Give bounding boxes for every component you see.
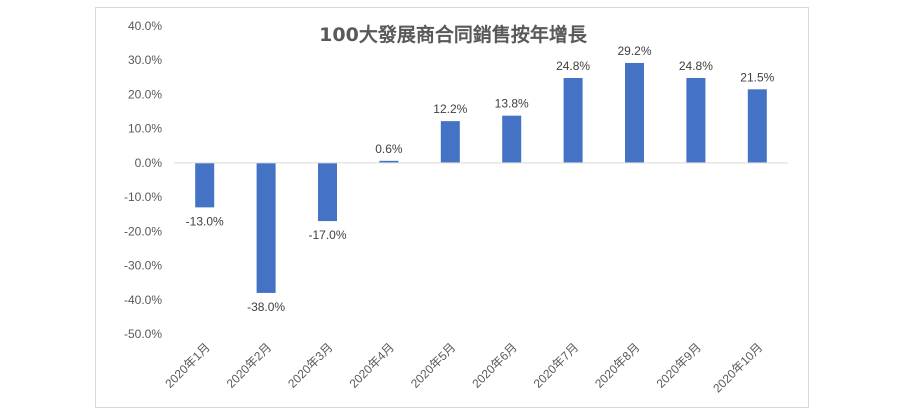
bars [195,62,767,293]
data-label: 24.8% [679,59,713,73]
x-axis-categories: 2020年1月 2020年2月 2020年3月 2020年4月 2020年5月 2020年… [162,340,765,395]
bar [379,160,399,163]
data-labels: -13.0% -38.0% -17.0% 0.6% 12.2% 13.8% 24.8% 29.… [186,44,775,314]
bar [195,162,215,208]
category-label: 2020年9月 [654,340,704,390]
data-label: 13.8% [495,97,529,111]
category-label: 2020年6月 [469,340,519,390]
data-label: 29.2% [617,44,651,58]
bar [256,162,276,293]
y-tick-label: -40.0% [124,293,162,307]
y-tick-label: 10.0% [128,122,162,136]
bar [625,62,644,163]
chart-title: 100大發展商合同銷售按年增長 [319,23,588,46]
y-tick-label: -10.0% [124,190,162,204]
category-label: 2020年4月 [347,340,397,390]
bar [747,89,767,163]
y-tick-label: -30.0% [124,259,162,273]
category-label: 2020年5月 [408,340,458,390]
y-tick-label: 30.0% [128,53,162,67]
y-tick-label: -20.0% [124,224,162,238]
chart-frame: 100大發展商合同銷售按年增長 40.0% 30.0% 20.0% 10.0% 0.0%… [95,7,809,408]
category-label: 2020年8月 [592,340,642,390]
bar [318,162,337,222]
category-label: 2020年10月 [710,340,765,395]
bar [686,78,706,163]
y-axis-ticks: 40.0% 30.0% 20.0% 10.0% 0.0% -10.0% -20.0% -30.… [124,19,162,341]
data-label: 24.8% [556,59,590,73]
data-label: -38.0% [247,300,285,314]
y-tick-label: 40.0% [128,19,162,33]
category-label: 2020年7月 [531,340,581,390]
y-tick-label: 20.0% [128,87,162,101]
data-label: 12.2% [433,102,467,116]
bar [502,115,522,163]
category-label: 2020年1月 [162,340,212,390]
bar [440,121,460,163]
y-tick-label: 0.0% [135,156,163,170]
data-label: -13.0% [186,214,224,228]
category-label: 2020年3月 [285,340,335,390]
category-label: 2020年2月 [224,340,274,390]
bar [563,78,583,163]
y-tick-label: -50.0% [124,327,162,341]
data-label: 0.6% [375,142,403,156]
data-label: -17.0% [308,228,346,242]
bar-chart: 100大發展商合同銷售按年增長 40.0% 30.0% 20.0% 10.0% 0.0%… [124,19,788,395]
data-label: 21.5% [740,70,774,84]
